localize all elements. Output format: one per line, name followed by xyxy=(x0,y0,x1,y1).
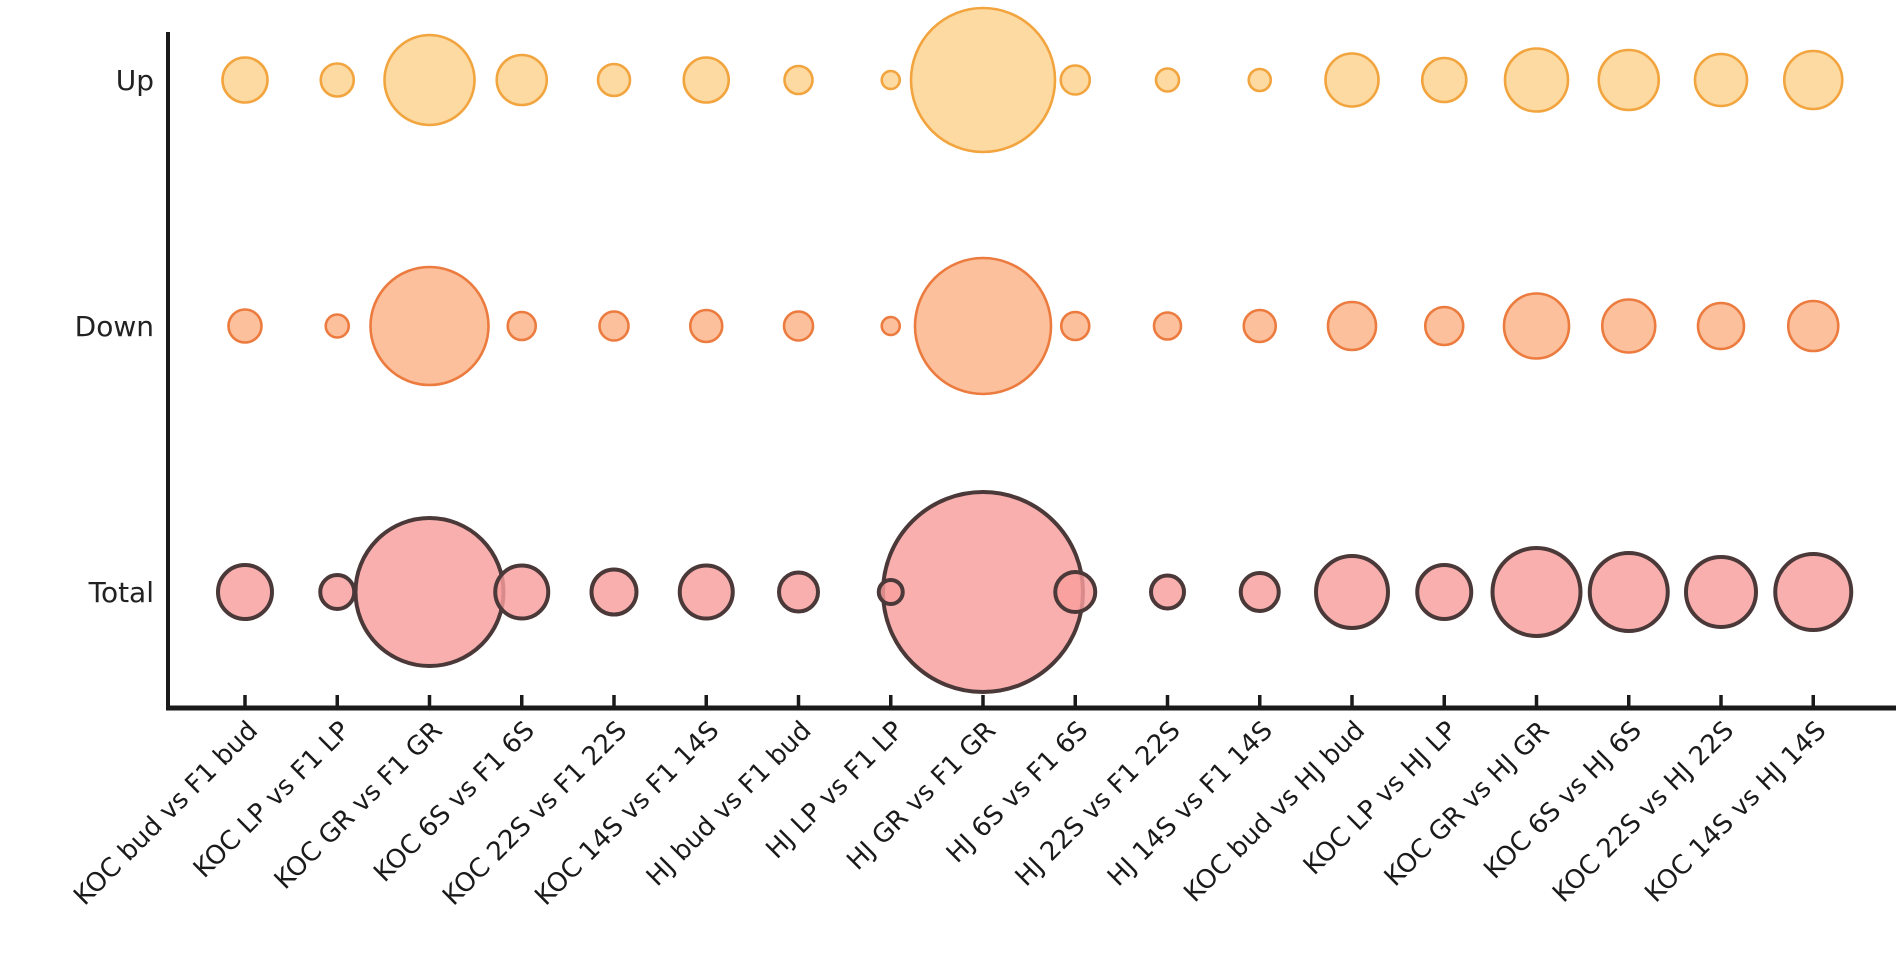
bubble xyxy=(783,64,814,96)
bubble xyxy=(1423,305,1465,347)
x-tick-label: KOC 22S vs HJ 22S xyxy=(1547,716,1740,909)
bubble xyxy=(1696,301,1746,351)
bubble xyxy=(1053,570,1098,614)
bubble xyxy=(319,62,356,98)
bubble xyxy=(227,308,263,344)
bubble xyxy=(1059,64,1092,96)
bubble xyxy=(1600,298,1657,354)
bubble xyxy=(589,567,639,617)
bubble xyxy=(782,310,815,342)
bubble xyxy=(1502,292,1571,360)
bubble xyxy=(221,56,269,104)
bubble xyxy=(506,310,538,342)
bubble xyxy=(1247,67,1273,93)
x-tick-label: KOC LP vs HJ LP xyxy=(1298,716,1463,881)
bubble xyxy=(1238,571,1281,613)
x-tick-label: KOC LP vs F1 LP xyxy=(188,716,356,884)
bubble-row-down xyxy=(227,256,1840,396)
x-tick-label: KOC GR vs F1 GR xyxy=(269,716,449,896)
bubble xyxy=(1059,310,1091,342)
bubble xyxy=(1490,546,1583,638)
bubble xyxy=(880,69,902,91)
bubble xyxy=(1420,56,1468,104)
bubble xyxy=(1149,573,1186,611)
bubble xyxy=(1154,67,1181,93)
x-tick-label: KOC 6S vs HJ 6S xyxy=(1478,716,1647,885)
y-tick-label: Down xyxy=(75,310,154,343)
bubble xyxy=(1684,555,1758,629)
x-tick-label: KOC 22S vs F1 22S xyxy=(437,716,633,912)
bubble xyxy=(353,516,506,668)
bubble xyxy=(1773,552,1854,632)
bubble xyxy=(1415,563,1474,621)
bubble-row-up xyxy=(221,6,1844,154)
bubble xyxy=(1152,311,1183,341)
bubble xyxy=(1782,49,1844,111)
x-tick-label: KOC bud vs HJ bud xyxy=(1178,716,1371,909)
y-tick-label: Up xyxy=(116,64,154,97)
x-tick-label: KOC bud vs F1 bud xyxy=(68,716,264,912)
x-tick-label: HJ 22S vs F1 22S xyxy=(1010,716,1187,893)
bubble xyxy=(1587,551,1670,633)
bubble xyxy=(876,578,905,606)
bubble xyxy=(318,573,357,611)
bubble xyxy=(1314,554,1390,630)
bubble xyxy=(324,313,351,339)
bubble xyxy=(682,56,731,104)
bubble xyxy=(1786,299,1840,353)
bubble xyxy=(598,310,630,342)
bubble xyxy=(383,33,476,127)
bubble xyxy=(216,563,274,621)
x-tick-label: KOC 14S vs F1 14S xyxy=(529,716,725,912)
bubble xyxy=(881,490,1085,694)
bubble xyxy=(1326,300,1378,352)
bubble xyxy=(677,563,735,621)
bubble xyxy=(493,563,551,621)
bubble xyxy=(369,265,490,387)
bubble xyxy=(1503,47,1570,113)
bubble xyxy=(909,6,1057,154)
x-tick-label: HJ 14S vs F1 14S xyxy=(1102,716,1279,893)
x-tick-label: KOC GR vs HJ GR xyxy=(1379,716,1556,893)
bubble xyxy=(880,315,902,337)
y-tick-label: Total xyxy=(88,576,154,609)
bubble xyxy=(913,256,1053,396)
x-tick-label: KOC 14S vs HJ 14S xyxy=(1639,716,1832,909)
x-tick-label: KOC 6S vs F1 6S xyxy=(368,716,540,888)
bubble xyxy=(495,53,549,107)
bubble xyxy=(777,570,820,614)
bubble xyxy=(1242,308,1278,344)
bubble xyxy=(688,308,724,344)
bubble xyxy=(1693,52,1749,108)
bubble xyxy=(1324,52,1380,108)
bubble xyxy=(1597,48,1661,112)
bubble-row-total xyxy=(216,490,1854,694)
x-tick-label: HJ bud vs F1 bud xyxy=(641,716,818,893)
bubble xyxy=(596,62,632,98)
